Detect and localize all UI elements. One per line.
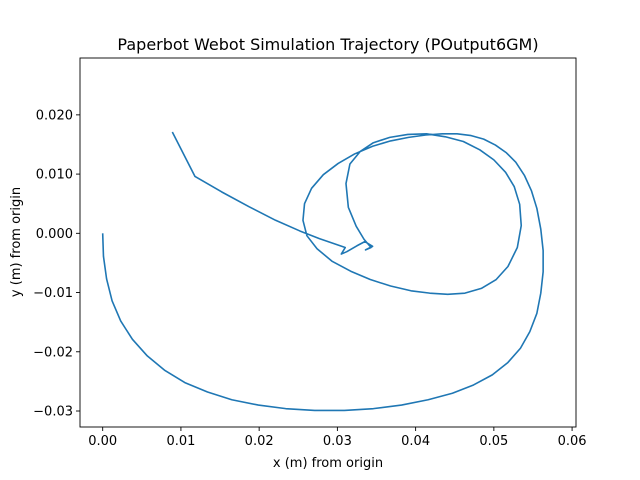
y-tick-label: 0.020 <box>36 108 73 123</box>
y-tick-label: −0.02 <box>33 345 73 360</box>
chart-title: Paperbot Webot Simulation Trajectory (PO… <box>117 35 538 54</box>
x-axis-ticks: 0.00 0.01 0.02 0.03 0.04 0.05 0.06 <box>88 427 587 449</box>
y-axis-ticks: −0.03 −0.02 −0.01 0.000 0.010 0.020 <box>33 108 80 420</box>
x-tick-label: 0.01 <box>166 434 195 449</box>
y-tick-label: 0.000 <box>36 227 73 242</box>
y-axis-label: y (m) from origin <box>9 187 24 297</box>
y-tick-label: 0.010 <box>36 168 73 183</box>
x-tick-label: 0.00 <box>88 434 117 449</box>
x-tick-label: 0.06 <box>558 434 587 449</box>
x-tick-label: 0.02 <box>245 434 274 449</box>
x-axis-label: x (m) from origin <box>273 456 383 471</box>
axes-frame <box>79 57 577 428</box>
y-tick-label: −0.01 <box>33 286 73 301</box>
trajectory-line <box>101 131 544 412</box>
x-tick-label: 0.04 <box>401 434 430 449</box>
plot-area <box>79 57 577 428</box>
x-tick-label: 0.05 <box>479 434 508 449</box>
x-tick-label: 0.03 <box>323 434 352 449</box>
y-tick-label: −0.03 <box>33 405 73 420</box>
